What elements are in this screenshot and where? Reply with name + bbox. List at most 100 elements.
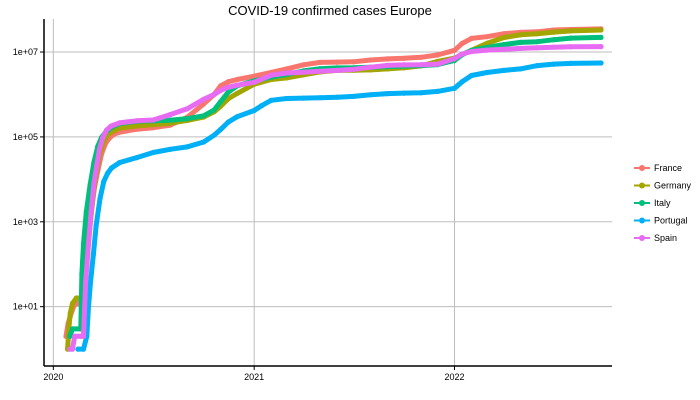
data-point-portugal xyxy=(184,144,190,150)
data-point-portugal xyxy=(301,95,307,101)
data-point-spain xyxy=(251,79,257,85)
data-point-spain xyxy=(69,346,76,352)
data-point-italy xyxy=(69,326,76,332)
legend-label-germany: Germany xyxy=(654,181,692,191)
data-point-portugal xyxy=(501,67,507,73)
data-point-spain xyxy=(211,91,217,98)
data-point-portugal xyxy=(334,94,340,100)
data-point-france xyxy=(334,59,340,65)
data-point-italy xyxy=(211,107,217,113)
data-point-portugal xyxy=(218,126,224,132)
series-line-germany xyxy=(65,27,604,352)
legend: France Germany Italy Portugal Spain xyxy=(634,163,692,243)
legend-label-italy: Italy xyxy=(654,198,671,208)
legend-marker-france xyxy=(639,165,645,171)
data-point-spain xyxy=(468,48,475,55)
data-point-portugal xyxy=(568,60,574,66)
data-point-portugal xyxy=(384,91,391,97)
data-point-italy xyxy=(83,209,89,215)
data-point-germany xyxy=(67,310,73,316)
data-point-italy xyxy=(551,37,557,43)
data-point-portugal xyxy=(117,159,123,166)
data-point-italy xyxy=(184,116,190,122)
series-line-france xyxy=(63,26,604,339)
y-tick-label: 1e+03 xyxy=(13,217,38,227)
data-point-portugal xyxy=(134,155,140,161)
data-point-portugal xyxy=(108,165,115,171)
data-point-spain xyxy=(100,135,106,141)
data-point-spain xyxy=(551,44,557,50)
data-point-spain xyxy=(434,61,441,67)
data-point-portugal xyxy=(317,95,323,101)
data-point-portugal xyxy=(598,60,604,66)
data-point-italy xyxy=(501,42,507,48)
data-point-portugal xyxy=(93,223,99,229)
data-point-spain xyxy=(88,209,94,215)
data-point-spain xyxy=(301,69,307,75)
series-line-italy xyxy=(67,34,604,339)
data-point-france xyxy=(301,62,307,68)
data-point-spain xyxy=(91,181,97,187)
chart-title: COVID-19 confirmed cases Europe xyxy=(228,3,432,18)
x-tick-label: 2020 xyxy=(43,372,63,382)
data-point-portugal xyxy=(211,132,217,138)
data-point-portugal xyxy=(259,102,265,109)
x-tick-label: 2021 xyxy=(244,372,264,382)
y-tick-label: 1e+05 xyxy=(13,132,38,142)
series-layer xyxy=(63,26,604,352)
data-point-spain xyxy=(501,46,507,52)
data-point-france xyxy=(350,59,357,65)
data-point-spain xyxy=(517,45,524,52)
data-point-spain xyxy=(384,62,391,68)
data-point-italy xyxy=(225,89,231,95)
data-point-spain xyxy=(451,56,458,62)
data-point-spain xyxy=(484,47,490,53)
data-point-portugal xyxy=(234,114,240,120)
data-point-spain xyxy=(96,147,102,153)
data-point-portugal xyxy=(201,139,207,145)
data-point-france xyxy=(484,34,490,40)
data-point-france xyxy=(451,47,458,53)
data-point-germany xyxy=(66,321,72,327)
data-point-spain xyxy=(334,67,340,73)
data-point-portugal xyxy=(80,346,87,352)
legend-marker-portugal xyxy=(639,217,645,224)
data-point-spain xyxy=(80,333,87,339)
data-point-spain xyxy=(367,64,374,70)
legend-label-portugal: Portugal xyxy=(654,216,688,226)
data-point-spain xyxy=(459,51,465,57)
data-point-portugal xyxy=(167,146,173,152)
data-point-germany xyxy=(517,32,524,38)
legend-marker-germany xyxy=(639,182,645,189)
data-point-france xyxy=(218,83,224,89)
data-point-germany xyxy=(134,123,140,129)
y-tick-label: 1e+07 xyxy=(13,47,38,57)
data-point-portugal xyxy=(90,251,96,257)
data-point-germany xyxy=(501,34,507,41)
data-point-spain xyxy=(72,333,78,339)
data-point-spain xyxy=(108,123,114,129)
data-point-italy xyxy=(517,39,524,46)
data-point-italy xyxy=(67,333,73,339)
data-point-spain xyxy=(317,68,323,74)
legend-marker-spain xyxy=(639,235,645,241)
data-point-spain xyxy=(150,117,156,123)
data-point-spain xyxy=(284,70,290,76)
data-point-france xyxy=(234,76,240,83)
data-point-spain xyxy=(134,118,140,124)
data-point-france xyxy=(468,35,475,42)
data-point-germany xyxy=(534,31,541,37)
data-point-germany xyxy=(234,90,240,96)
data-point-france xyxy=(284,66,290,72)
data-point-italy xyxy=(79,271,85,277)
data-point-italy xyxy=(201,113,207,119)
data-point-france xyxy=(384,56,391,62)
data-point-portugal xyxy=(401,90,407,96)
data-point-spain xyxy=(350,66,357,72)
data-point-portugal xyxy=(459,79,465,85)
data-point-portugal xyxy=(468,72,475,79)
y-tick-label: 1e+01 xyxy=(13,302,38,312)
data-point-italy xyxy=(167,117,173,123)
data-point-portugal xyxy=(268,97,274,103)
